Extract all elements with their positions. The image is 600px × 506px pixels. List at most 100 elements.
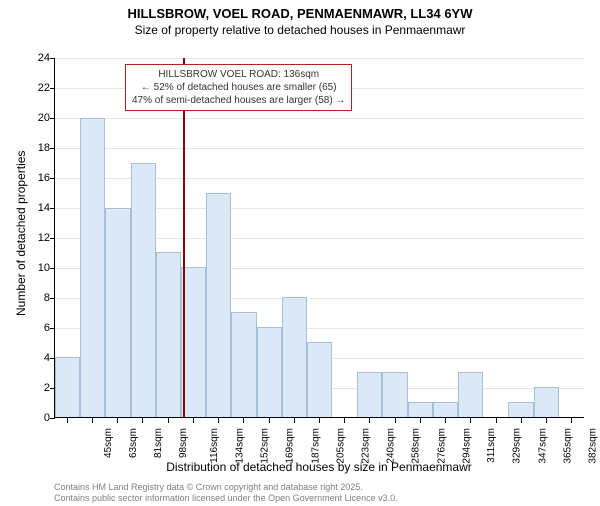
y-tick-label: 10 [10,262,50,274]
x-tick-mark [496,418,497,423]
x-tick-label: 134sqm [234,428,245,464]
histogram-bar [257,327,282,417]
x-tick-mark [142,418,143,423]
x-tick-mark [445,418,446,423]
bar-slot [80,58,105,417]
bar-slot [282,58,307,417]
bar-slot [433,58,458,417]
x-tick-label: 81sqm [153,428,164,458]
histogram-bar [508,402,533,417]
bar-slot [408,58,433,417]
histogram-bar [534,387,559,417]
annotation-box: HILLSBROW VOEL ROAD: 136sqm ← 52% of det… [125,64,352,111]
x-tick-label: 205sqm [335,428,346,464]
y-tick-label: 8 [10,292,50,304]
annotation-line-3: 47% of semi-detached houses are larger (… [132,94,345,107]
chart-title: HILLSBROW, VOEL ROAD, PENMAENMAWR, LL34 … [0,6,600,21]
bar-slot [458,58,483,417]
bars-layer [55,58,584,417]
bar-slot [559,58,584,417]
bar-slot [55,58,80,417]
x-tick-mark [369,418,370,423]
x-tick-label: 365sqm [562,428,573,464]
y-tick-label: 20 [10,112,50,124]
bar-slot [508,58,533,417]
histogram-bar [156,252,181,417]
x-axis-label: Distribution of detached houses by size … [54,460,584,474]
bar-slot [105,58,130,417]
y-tick-label: 24 [10,52,50,64]
x-tick-label: 311sqm [486,428,497,463]
bar-slot [257,58,282,417]
histogram-bar [382,372,407,417]
bar-slot [307,58,332,417]
x-tick-mark [470,418,471,423]
x-tick-mark [269,418,270,423]
bar-slot [534,58,559,417]
x-tick-mark [117,418,118,423]
attribution-footer: Contains HM Land Registry data © Crown c… [54,482,398,505]
bar-slot [156,58,181,417]
bar-slot [206,58,231,417]
x-tick-label: 329sqm [512,428,523,464]
x-tick-mark [319,418,320,423]
x-tick-label: 63sqm [128,428,139,458]
histogram-bar [231,312,256,417]
chart-subtitle: Size of property relative to detached ho… [0,23,600,37]
x-tick-mark [67,418,68,423]
y-tick-label: 6 [10,322,50,334]
x-tick-mark [294,418,295,423]
x-tick-label: 382sqm [588,428,599,464]
x-tick-label: 98sqm [178,428,189,458]
x-tick-label: 223sqm [361,428,372,464]
bar-slot [231,58,256,417]
reference-line [183,58,185,417]
histogram-bar [357,372,382,417]
histogram-bar [408,402,433,417]
bar-slot [131,58,156,417]
x-tick-label: 45sqm [103,428,114,458]
histogram-bar [80,118,105,417]
y-tick-label: 16 [10,172,50,184]
x-tick-mark [344,418,345,423]
x-tick-label: 240sqm [386,428,397,464]
x-tick-label: 169sqm [285,428,296,464]
x-tick-label: 347sqm [537,428,548,464]
x-tick-label: 116sqm [208,428,219,463]
x-tick-mark [193,418,194,423]
x-tick-label: 187sqm [310,428,321,464]
histogram-bar [307,342,332,417]
chart-container: HILLSBROW, VOEL ROAD, PENMAENMAWR, LL34 … [0,6,600,506]
x-tick-mark [521,418,522,423]
x-tick-mark [168,418,169,423]
histogram-bar [458,372,483,417]
histogram-bar [282,297,307,417]
histogram-bar [206,193,231,417]
y-tick-label: 18 [10,142,50,154]
histogram-bar [105,208,130,417]
x-tick-mark [571,418,572,423]
y-tick-label: 22 [10,82,50,94]
annotation-line-2: ← 52% of detached houses are smaller (65… [132,81,345,94]
bar-slot [357,58,382,417]
x-tick-label: 276sqm [436,428,447,464]
x-tick-mark [218,418,219,423]
x-tick-mark [420,418,421,423]
x-tick-label: 258sqm [411,428,422,464]
bar-slot [382,58,407,417]
x-tick-label: 294sqm [462,428,473,464]
y-tick-label: 4 [10,352,50,364]
y-axis-ticks: 024681012141618202224 [0,58,54,418]
x-tick-label: 152sqm [260,428,271,464]
y-tick-label: 14 [10,202,50,214]
bar-slot [332,58,357,417]
y-tick-label: 2 [10,382,50,394]
histogram-bar [433,402,458,417]
histogram-bar [55,357,80,417]
footer-line-2: Contains public sector information licen… [54,493,398,504]
x-tick-mark [92,418,93,423]
x-tick-mark [243,418,244,423]
histogram-bar [131,163,156,417]
x-tick-mark [546,418,547,423]
annotation-line-1: HILLSBROW VOEL ROAD: 136sqm [132,68,345,81]
